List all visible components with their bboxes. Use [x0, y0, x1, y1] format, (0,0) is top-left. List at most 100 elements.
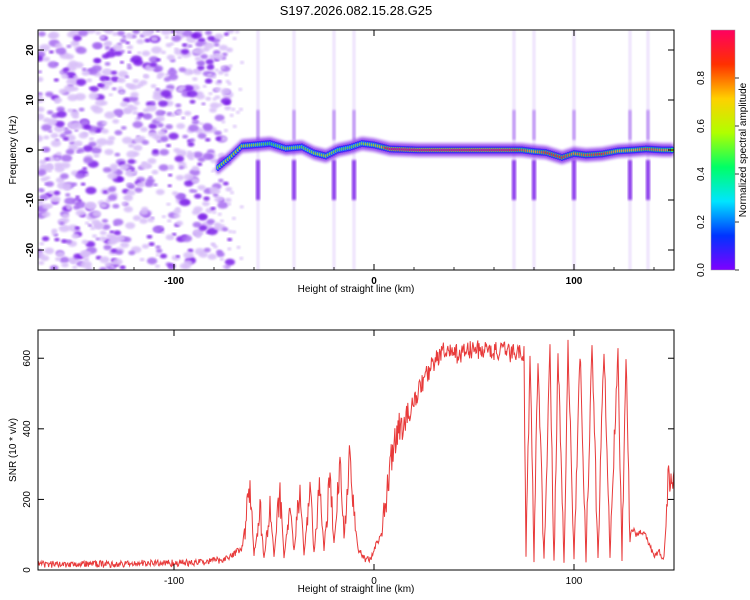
- noise-blob: [143, 74, 150, 79]
- noise-blob: [45, 91, 54, 97]
- y-tick-label: -20: [25, 242, 36, 257]
- noise-blob: [85, 30, 96, 34]
- noise-blob: [238, 87, 243, 91]
- noise-blob: [80, 260, 92, 269]
- noise-blob: [139, 79, 148, 86]
- spur-upper: [628, 110, 632, 140]
- noise-blob: [115, 249, 123, 255]
- noise-blob: [210, 206, 216, 211]
- noise-blob: [183, 173, 194, 181]
- noise-blob: [236, 245, 241, 249]
- noise-blob: [84, 221, 90, 225]
- noise-blob: [75, 195, 80, 199]
- colorbar-tick-label: 0.8: [696, 71, 707, 85]
- noise-blob: [110, 76, 120, 83]
- noise-blob: [165, 124, 173, 130]
- noise-blob: [60, 162, 71, 169]
- noise-blob: [65, 54, 75, 60]
- noise-blob: [125, 83, 131, 87]
- noise-blob: [205, 79, 212, 83]
- noise-blob: [136, 181, 145, 188]
- noise-blob: [74, 140, 83, 147]
- noise-blob: [81, 70, 90, 76]
- noise-blob: [186, 90, 198, 98]
- noise-blob: [155, 30, 161, 33]
- noise-blob: [110, 248, 118, 253]
- noise-blob: [144, 38, 151, 43]
- noise-blob: [197, 132, 207, 139]
- noise-blob: [155, 245, 161, 249]
- snr-y-axis-label: SNR (10 * v/v): [8, 418, 19, 482]
- noise-blob: [111, 87, 117, 91]
- spur-upper: [572, 110, 576, 140]
- noise-blob: [74, 93, 86, 101]
- noise-blob: [102, 190, 108, 194]
- noise-blob: [50, 132, 59, 139]
- noise-blob: [133, 101, 140, 106]
- noise-blob: [65, 148, 75, 155]
- noise-blob: [235, 110, 240, 114]
- noise-blob: [222, 181, 229, 186]
- noise-blob: [117, 86, 123, 90]
- noise-blob: [175, 174, 185, 181]
- noise-blob: [70, 122, 83, 130]
- noise-blob: [146, 30, 154, 35]
- noise-blob: [126, 63, 132, 67]
- noise-blob: [76, 78, 87, 86]
- noise-blob: [219, 257, 224, 261]
- noise-blob: [209, 102, 220, 109]
- noise-blob: [230, 190, 235, 195]
- noise-blob: [71, 261, 76, 265]
- noise-blob: [107, 194, 118, 201]
- noise-blob: [89, 85, 99, 92]
- noise-blob: [206, 64, 215, 71]
- noise-blob: [49, 166, 54, 170]
- y-tick-label: 0: [25, 147, 36, 153]
- noise-blob: [141, 140, 149, 145]
- noise-blob: [214, 130, 222, 136]
- noise-blob: [101, 68, 113, 76]
- colorbar-tick-label: 0.4: [696, 167, 707, 181]
- spur-lower: [256, 160, 260, 200]
- noise-blob: [152, 134, 161, 140]
- snr-axes: -100 0 100 0 200 400 600: [22, 330, 674, 587]
- noise-blob: [146, 257, 158, 265]
- noise-blob: [160, 30, 172, 36]
- noise-blob: [42, 147, 51, 153]
- noise-blob: [128, 143, 135, 148]
- noise-blob: [160, 50, 167, 55]
- noise-blob: [64, 197, 76, 205]
- noise-blob: [96, 144, 102, 149]
- noise-blob: [183, 180, 194, 187]
- noise-blob: [211, 243, 216, 247]
- noise-blob: [75, 209, 86, 217]
- noise-blob: [178, 67, 187, 73]
- noise-blob: [128, 95, 139, 103]
- noise-blob: [81, 67, 87, 72]
- noise-blob: [171, 191, 178, 196]
- colorbar-ticks: 0.0 0.2 0.4 0.6 0.8: [696, 71, 739, 277]
- noise-blob: [127, 158, 136, 165]
- noise-blob: [206, 227, 218, 236]
- carrier-ridge: [215, 137, 674, 174]
- colorbar-tick-label: 0.0: [696, 263, 707, 277]
- noise-blob: [153, 183, 158, 187]
- noise-blob: [66, 31, 76, 38]
- noise-blob: [184, 110, 192, 116]
- noise-blob: [232, 36, 237, 41]
- noise-blob: [147, 217, 155, 223]
- noise-blob: [183, 84, 194, 92]
- noise-blob: [180, 48, 190, 55]
- noise-blob: [94, 223, 103, 229]
- noise-blob: [112, 203, 120, 209]
- noise-blob: [112, 258, 123, 266]
- noise-blob: [222, 227, 229, 232]
- noise-blob: [66, 78, 76, 85]
- noise-blob: [192, 228, 204, 237]
- noise-blob: [224, 72, 229, 77]
- noise-blob: [75, 172, 85, 179]
- noise-blob: [95, 31, 102, 35]
- snr-frame: [37, 329, 675, 571]
- noise-blob: [170, 113, 176, 117]
- noise-blob: [159, 148, 170, 156]
